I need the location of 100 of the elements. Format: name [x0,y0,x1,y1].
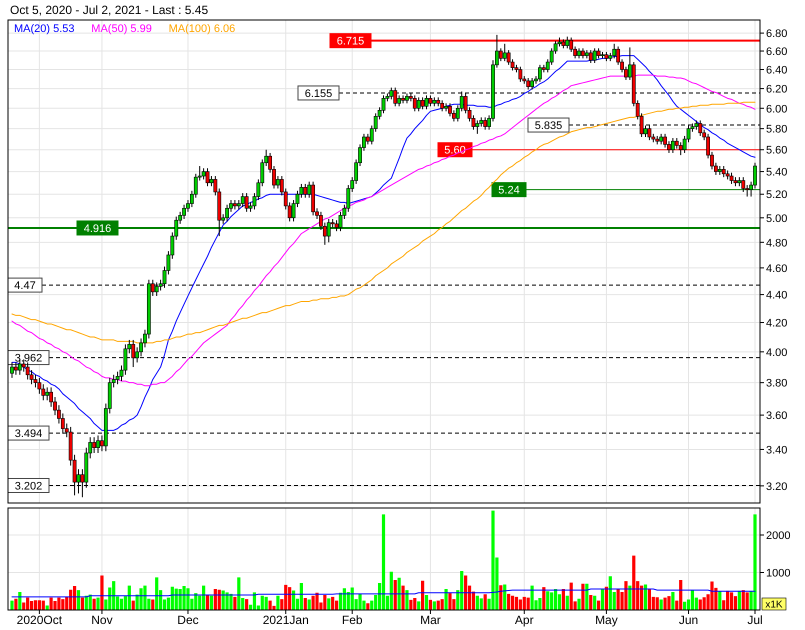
line-series [12,588,756,598]
candlestick [502,43,507,62]
bar [50,598,53,610]
candlestick [440,100,444,112]
bar [730,592,734,610]
bar [550,592,554,610]
bar [742,590,745,610]
y-tick-label: 5.20 [766,189,788,202]
candlestick [604,51,608,62]
bar [546,591,550,610]
x-tick-label: 2021Jan [262,613,309,627]
x-tick-label: Dec [177,613,199,627]
ref-line-label: 6.715 [336,36,364,48]
bar [542,587,546,610]
bar [663,598,667,610]
bar [237,577,240,610]
text: MA(50) 5.99 [91,23,152,35]
bar [718,591,722,610]
bar [440,599,444,610]
bar [484,594,487,610]
y-tick-label: 4.60 [766,262,788,275]
x-tick-label: Jun [678,613,698,627]
x-tick-label: Mar [420,613,441,627]
x-tick-label: Nov [91,613,113,627]
bar [46,606,49,610]
candlestick [670,138,675,154]
bar [566,596,569,610]
bar [480,598,483,610]
candlestick [526,78,530,90]
candlestick [737,176,742,187]
y-tick-label: 6.60 [766,46,788,58]
bar [323,595,326,610]
bar [660,600,663,610]
bar [57,598,61,610]
bar [10,600,14,610]
bar [260,596,264,610]
bar [84,596,88,610]
bar [132,600,135,610]
bar [596,600,600,610]
candlestick [530,78,534,90]
bar [112,581,116,610]
ref-line-label: 6.155 [304,88,332,100]
bar [42,600,45,610]
bar [593,596,596,610]
y-tick-label: 3.80 [766,378,788,390]
candlestick [416,96,421,112]
bar [417,601,420,610]
bar [128,586,131,610]
ref-line-label: 5.835 [534,120,562,132]
bar [667,596,671,610]
bar [522,596,526,610]
candlestick [240,192,245,208]
bar [80,598,84,610]
candlestick [10,362,14,378]
candlestick [233,200,237,210]
bar [632,556,636,610]
text: MA(20) 5.53 [14,23,75,35]
bar [690,590,694,610]
candlestick [498,48,503,62]
y-tick-label: 5.40 [766,166,788,179]
x-tick-label: May [595,613,618,627]
bar [69,590,72,610]
y-tick-label: 6.80 [766,28,788,40]
candlestick [202,168,206,180]
bar [499,585,502,610]
x-tick-label: 2020Oct [16,613,63,627]
bar [155,577,158,610]
bar [394,580,397,610]
bar [331,596,334,610]
bar [268,600,272,610]
candlestick [596,48,600,59]
bar [174,588,178,610]
bar [538,598,542,610]
bar [424,595,428,610]
bar [178,589,182,610]
y-tick-label: 3.40 [766,444,788,456]
candlestick [428,94,432,107]
candlestick [303,183,308,198]
candlestick [588,50,593,64]
ref-line-label: 4.916 [84,222,112,235]
candlestick [424,94,428,110]
bar [151,600,154,610]
ref-line-label: 4.47 [14,280,36,292]
bar [100,576,104,610]
bar [753,514,757,610]
bar [170,586,174,610]
bar [503,584,506,610]
y-tick-label: 6.00 [766,103,788,116]
y-tick-label: 1000 [766,568,790,580]
candlestick [326,218,331,243]
y-tick-label: 6.20 [766,84,788,96]
bar [218,590,221,610]
bar [436,600,440,610]
y-tick-label: 3.60 [766,410,788,422]
candlestick [730,172,734,184]
ref-line-label: 3.962 [14,352,42,365]
candlestick [741,176,746,192]
candlestick [722,166,726,178]
bar [600,589,604,610]
bar [390,572,393,610]
